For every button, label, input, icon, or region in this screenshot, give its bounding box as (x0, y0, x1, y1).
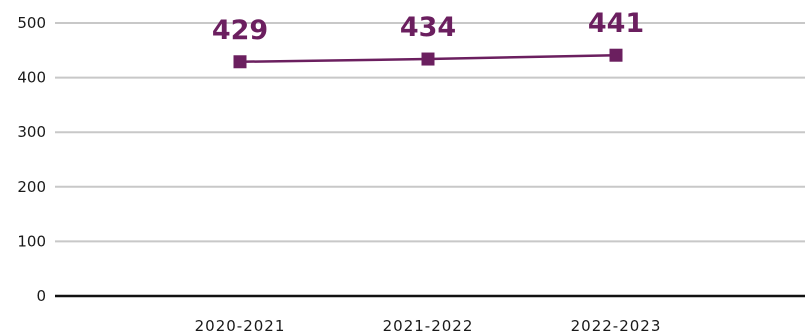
data-point-2021-2022 (421, 52, 435, 66)
y-tick-500: 500 (17, 14, 46, 32)
x-tick-2022-2023: 2022-2023 (571, 317, 662, 335)
data-label-2021-2022: 434 (400, 12, 456, 43)
y-tick-200: 200 (17, 178, 46, 196)
data-point-2022-2023 (609, 48, 623, 62)
x-tick-2020-2021: 2020-2021 (195, 317, 286, 335)
y-tick-400: 400 (17, 69, 46, 87)
gridlines (55, 22, 805, 298)
data-label-2022-2023: 441 (588, 8, 644, 39)
x-tick-labels: 2020-2021 2021-2022 2022-2023 (195, 317, 662, 335)
data-point-2020-2021 (233, 55, 247, 69)
series-line-group (233, 48, 623, 69)
x-tick-2021-2022: 2021-2022 (383, 317, 474, 335)
data-label-2020-2021: 429 (212, 15, 268, 46)
y-tick-0: 0 (36, 287, 46, 305)
y-tick-100: 100 (17, 232, 46, 250)
data-labels: 429 434 441 (212, 8, 644, 46)
y-tick-labels: 0 100 200 300 400 500 (17, 14, 46, 305)
y-tick-300: 300 (17, 123, 46, 141)
